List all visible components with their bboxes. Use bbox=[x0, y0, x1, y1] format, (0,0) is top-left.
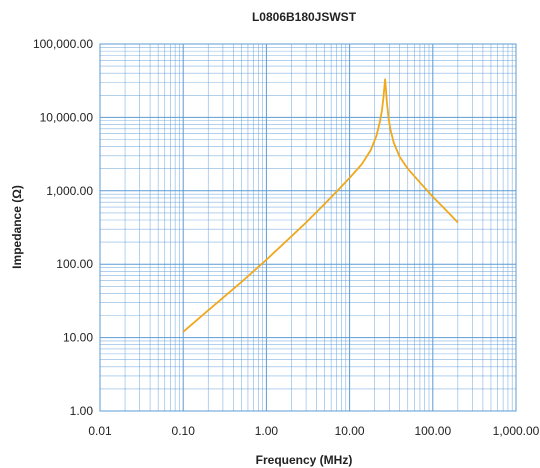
grid bbox=[99, 44, 516, 412]
x-tick-label: 1.00 bbox=[255, 424, 279, 438]
y-axis-label: Impedance (Ω) bbox=[10, 185, 24, 269]
x-axis-label: Frequency (MHz) bbox=[256, 453, 353, 467]
series-group bbox=[182, 78, 459, 333]
x-tick-label: 10.00 bbox=[335, 424, 365, 438]
plot-border bbox=[99, 43, 517, 412]
x-tick-label: 100.00 bbox=[414, 424, 451, 438]
x-tick-label: 1,000.00 bbox=[493, 424, 540, 438]
y-tick-label: 1,000.00 bbox=[46, 184, 93, 198]
y-tick-label: 10.00 bbox=[63, 331, 93, 345]
x-tick-labels: 0.01 0.10 1.00 10.00 100.00 1,000.00 bbox=[88, 424, 539, 438]
y-tick-labels: 1.00 10.00 100.00 1,000.00 10,000.00 100,000.… bbox=[33, 37, 93, 418]
y-tick-label: 10,000.00 bbox=[40, 110, 94, 124]
y-tick-label: 1.00 bbox=[70, 404, 94, 418]
y-tick-label: 100,000.00 bbox=[33, 37, 93, 51]
x-tick-label: 0.10 bbox=[172, 424, 196, 438]
chart-title: L0806B180JSWST bbox=[252, 10, 357, 24]
series-line bbox=[182, 78, 459, 333]
y-tick-label: 100.00 bbox=[56, 257, 93, 271]
x-tick-label: 0.01 bbox=[88, 424, 112, 438]
